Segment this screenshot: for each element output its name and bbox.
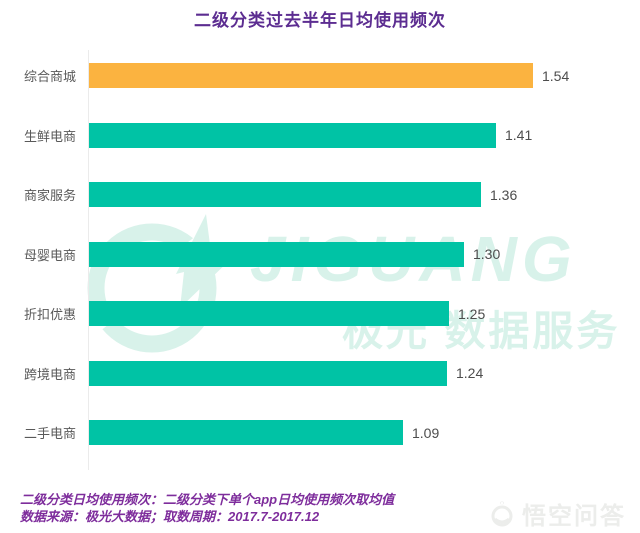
value-label: 1.41 [505, 127, 533, 144]
value-label: 1.24 [456, 365, 484, 382]
category-label: 综合商城 [23, 69, 76, 85]
bar[interactable] [89, 241, 464, 267]
wukong-logo-icon [491, 500, 513, 526]
bar[interactable] [89, 360, 447, 386]
bar-row: 二手电商 1.09 [0, 403, 640, 463]
bar-row: 综合商城 1.54 [0, 46, 640, 106]
category-label: 母婴电商 [23, 247, 76, 263]
category-label: 商家服务 [23, 188, 76, 204]
category-label: 折扣优惠 [23, 307, 76, 323]
bar[interactable] [89, 122, 496, 148]
value-label: 1.09 [412, 424, 440, 441]
bar-row: 商家服务 1.36 [0, 165, 640, 225]
value-label: 1.54 [542, 67, 570, 84]
bar-chart: 综合商城 1.54 生鲜电商 1.41 商家服务 1.36 母婴电商 1.30 折扣优惠 1.25… [0, 46, 640, 470]
bar-row: 母婴电商 1.30 [0, 225, 640, 285]
value-label: 1.30 [473, 246, 501, 263]
category-label: 跨境电商 [23, 366, 76, 382]
bar-row: 跨境电商 1.24 [0, 344, 640, 404]
category-label: 生鲜电商 [23, 128, 76, 144]
category-label: 二手电商 [23, 426, 76, 442]
bar-row: 生鲜电商 1.41 [0, 106, 640, 166]
bar[interactable] [89, 63, 533, 89]
value-label: 1.25 [458, 305, 486, 322]
bar-rows: 综合商城 1.54 生鲜电商 1.41 商家服务 1.36 母婴电商 1.30 折扣优惠 1.25… [0, 46, 640, 463]
bar-row: 折扣优惠 1.25 [0, 284, 640, 344]
footnote-line2: 数据来源：极光大数据；取数周期：2017.7-2017.12 [20, 509, 320, 524]
footnote-line1: 二级分类日均使用频次：二级分类下单个app日均使用频次取均值 [20, 492, 395, 507]
wukong-watermark: 悟空问答 [487, 496, 626, 531]
wukong-watermark-text: 悟空问答 [522, 503, 626, 530]
bar[interactable] [89, 182, 481, 208]
y-axis-line [88, 50, 89, 470]
footnote: 二级分类日均使用频次：二级分类下单个app日均使用频次取均值 数据来源：极光大数… [20, 491, 394, 525]
value-label: 1.36 [490, 186, 518, 203]
chart-title: 二级分类过去半年日均使用频次 [194, 11, 446, 30]
bar[interactable] [89, 420, 403, 446]
bar[interactable] [89, 301, 449, 327]
